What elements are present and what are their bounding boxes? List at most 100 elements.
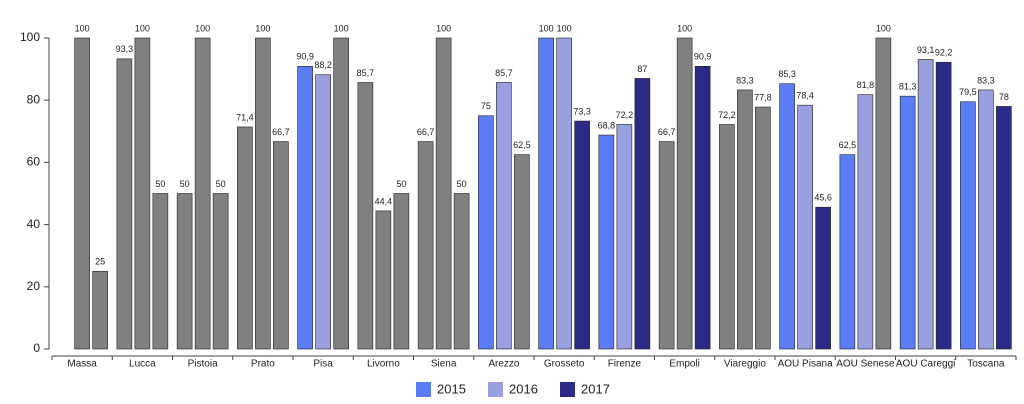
bar (658, 141, 675, 350)
value-label: 78,4 (796, 91, 814, 101)
bar (333, 37, 349, 350)
bar (538, 37, 554, 350)
bar (194, 37, 211, 350)
bar (496, 82, 512, 350)
bar (857, 94, 874, 350)
bar (978, 89, 994, 350)
value-label: 100 (334, 23, 349, 33)
value-label: 78 (999, 92, 1009, 102)
value-label: 50 (396, 179, 406, 189)
x-tick-label: AOU Pisana (778, 359, 833, 370)
bar (315, 74, 331, 350)
bar (556, 37, 572, 350)
x-tick-label: AOU Senese (836, 359, 895, 370)
bar (719, 124, 735, 350)
value-label: 50 (457, 179, 467, 189)
bar (212, 193, 229, 350)
bar (634, 78, 651, 350)
value-label: 85,3 (778, 69, 796, 79)
bar (815, 206, 831, 350)
bar (694, 66, 711, 350)
y-tick-label: 80 (27, 92, 41, 106)
legend-swatch (560, 382, 575, 397)
bar (152, 193, 169, 350)
value-label: 72,2 (616, 110, 634, 120)
bar (453, 193, 470, 350)
value-label: 93,1 (917, 45, 935, 55)
x-tick-label: Empoli (669, 359, 700, 370)
x-tick-label: Arezzo (488, 359, 520, 370)
value-label: 85,7 (357, 68, 375, 78)
x-tick-label: Massa (67, 359, 97, 370)
value-label: 87 (637, 64, 647, 74)
x-tick-label: AOU Careggi (896, 359, 955, 370)
value-label: 66,7 (658, 127, 676, 137)
value-label: 50 (180, 179, 190, 189)
x-tick-label: Lucca (129, 359, 156, 370)
y-tick-label: 40 (27, 217, 41, 231)
value-label: 100 (135, 23, 150, 33)
legend-label: 2017 (581, 381, 610, 396)
bar (676, 37, 693, 350)
bar (917, 59, 934, 350)
bar (116, 58, 133, 350)
bar (375, 210, 392, 350)
x-tick-label: Viareggio (724, 359, 767, 370)
bar (74, 37, 90, 350)
bar (797, 104, 813, 350)
bar (737, 89, 753, 350)
bar (899, 95, 916, 350)
value-label: 25 (95, 257, 105, 267)
bar (875, 37, 892, 350)
value-label: 72,2 (718, 110, 736, 120)
bar (996, 106, 1012, 350)
bar (393, 193, 410, 350)
value-label: 83,3 (736, 75, 754, 85)
bar (237, 126, 253, 350)
x-tick-label: Siena (431, 359, 457, 370)
x-tick-label: Pisa (313, 359, 333, 370)
bar (779, 83, 795, 350)
value-label: 93,3 (116, 44, 134, 54)
y-tick-label: 20 (27, 279, 41, 293)
bar (255, 37, 271, 350)
y-tick-label: 60 (27, 155, 41, 169)
value-label: 77,8 (754, 92, 772, 102)
value-label: 100 (876, 23, 891, 33)
value-label: 88,2 (314, 60, 332, 70)
bar (478, 115, 494, 350)
x-tick-label: Toscana (967, 359, 1005, 370)
value-label: 66,7 (272, 127, 290, 137)
value-label: 45,6 (814, 193, 832, 203)
bar (935, 61, 952, 350)
x-tick-label: Pistoia (188, 359, 218, 370)
x-tick-label: Firenze (608, 359, 642, 370)
bar (616, 124, 633, 350)
value-label: 68,8 (598, 120, 616, 130)
value-label: 62,5 (513, 140, 531, 150)
bar (273, 141, 289, 350)
y-tick-label: 0 (33, 341, 40, 355)
legend-swatch (416, 382, 431, 397)
value-label: 92,2 (935, 48, 953, 58)
bar (134, 37, 151, 350)
bar (417, 141, 434, 350)
value-label: 75 (481, 101, 491, 111)
value-label: 90,9 (694, 52, 712, 62)
value-label: 100 (75, 23, 90, 33)
value-label: 81,8 (857, 80, 875, 90)
value-label: 100 (195, 23, 210, 33)
value-label: 62,5 (839, 140, 857, 150)
value-label: 90,9 (296, 52, 314, 62)
bar (960, 101, 976, 350)
value-label: 85,7 (495, 68, 513, 78)
legend-label: 2015 (437, 381, 466, 396)
value-label: 100 (557, 23, 572, 33)
value-label: 50 (216, 179, 226, 189)
bar (92, 270, 108, 350)
value-label: 100 (255, 23, 270, 33)
value-label: 44,4 (375, 196, 393, 206)
bar (574, 120, 590, 350)
legend-swatch (488, 382, 503, 397)
